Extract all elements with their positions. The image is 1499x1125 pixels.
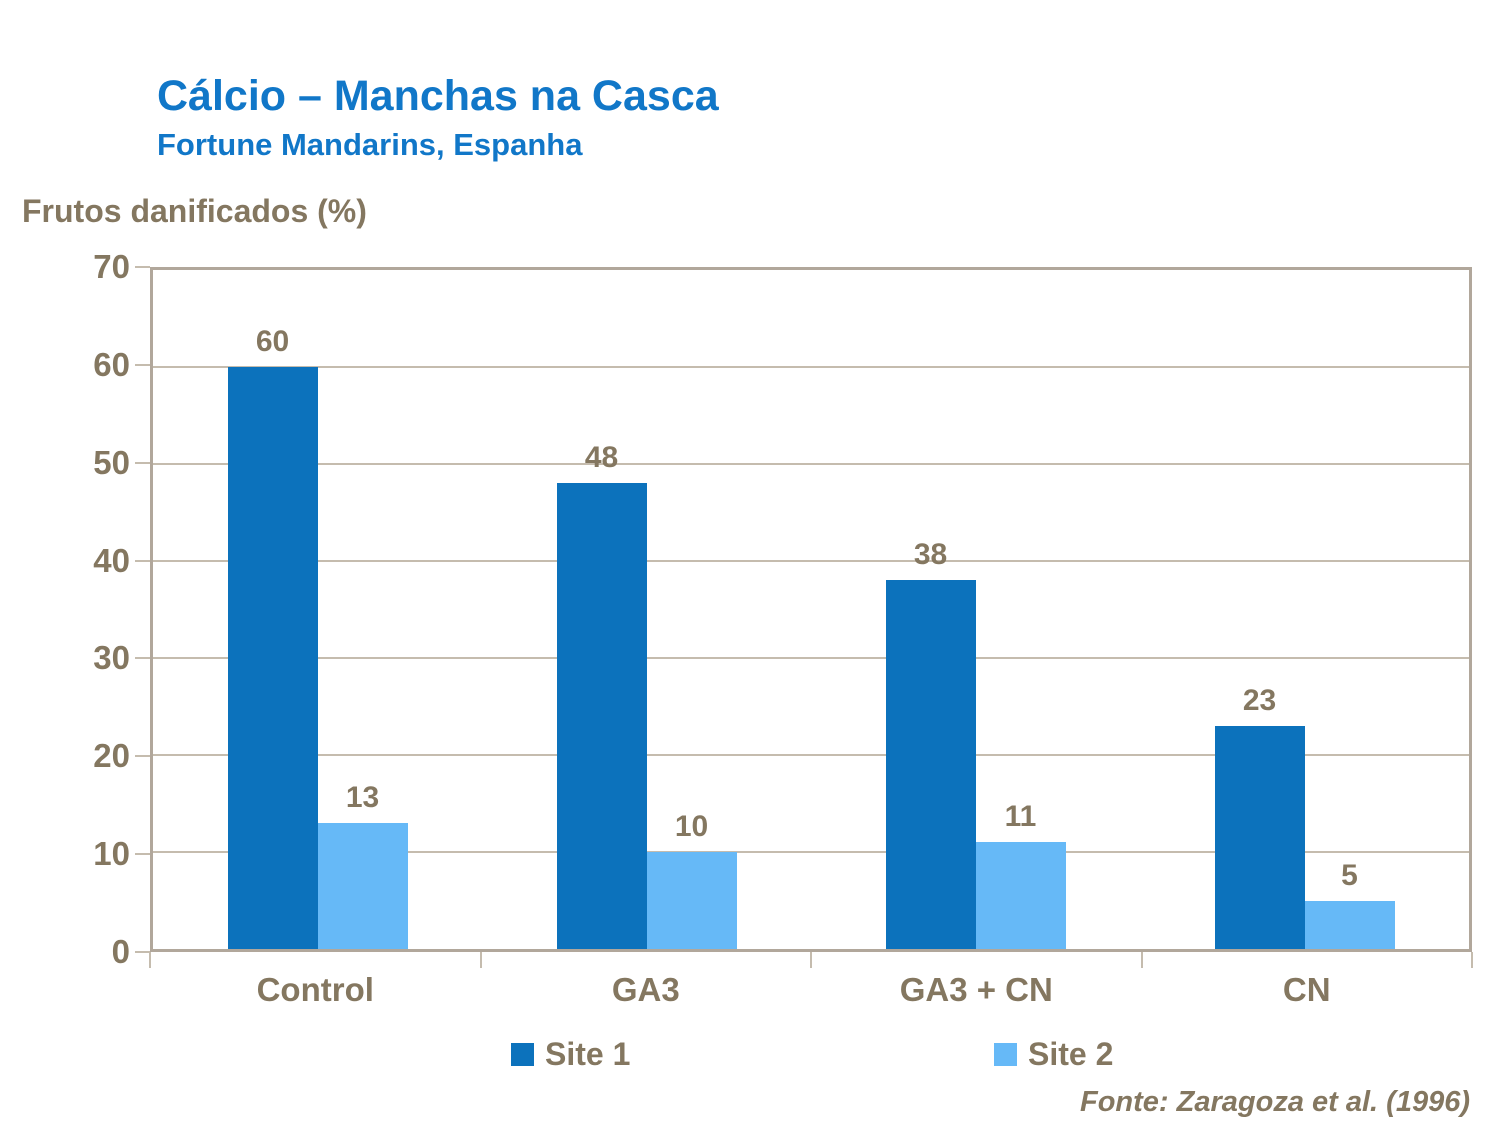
y-axis-tick-labels: 0 10 20 30 40 50 60 70	[20, 248, 130, 970]
y-axis-tick-marks	[135, 266, 150, 953]
y-axis-title: Frutos danificados (%)	[22, 193, 367, 229]
y-tick-label: 50	[93, 443, 130, 481]
x-axis-tick-marks	[149, 952, 1473, 968]
bar-site2	[646, 852, 737, 949]
y-tick-label: 70	[93, 248, 130, 285]
x-tick-mark	[1471, 952, 1473, 968]
x-category-label: CN	[1282, 971, 1331, 1008]
y-tick-label: 40	[93, 541, 130, 579]
category-group: 60 13	[153, 270, 482, 949]
y-tick-label: 0	[111, 933, 130, 970]
y-tick-mark	[135, 461, 150, 464]
source-citation: Fonte: Zaragoza et al. (1996)	[1080, 1086, 1470, 1118]
x-category-label: Control	[256, 971, 374, 1008]
site1-legend-label: Site 1	[545, 1036, 631, 1072]
y-tick-label: 60	[93, 345, 130, 383]
plot-area: 60 13 48 10 38 11 23 5	[150, 267, 1472, 952]
bar-site2	[317, 822, 408, 949]
bar-column: 5	[1304, 270, 1395, 949]
bar-groups: 60 13 48 10 38 11 23 5	[153, 270, 1469, 949]
x-axis-category-labels: Control GA3 GA3 + CN CN	[150, 971, 1472, 1009]
chart-subtitle: Fortune Mandarins, Espanha	[157, 127, 583, 162]
site2-legend-label: Site 2	[1028, 1036, 1114, 1072]
x-tick-mark	[149, 952, 151, 968]
category-group: 38 11	[811, 270, 1140, 949]
legend-item-site2: Site 2	[994, 1036, 1113, 1073]
bar-site1	[556, 483, 647, 949]
bar-value-label: 48	[584, 441, 619, 475]
y-tick-label: 10	[93, 835, 130, 873]
y-tick-label: 20	[93, 737, 130, 775]
y-tick-mark	[135, 559, 150, 562]
x-tick-mark	[479, 952, 482, 968]
bar-site2	[975, 842, 1066, 949]
bar-column: 48	[556, 270, 647, 949]
bar-column: 11	[975, 270, 1066, 949]
bar-column: 38	[885, 270, 976, 949]
x-category-label: GA3 + CN	[899, 971, 1053, 1008]
gridline	[153, 366, 1469, 368]
x-tick-mark	[1140, 952, 1143, 968]
y-tick-mark	[135, 363, 150, 366]
bar-value-label: 60	[255, 325, 290, 358]
gridline	[153, 560, 1469, 562]
bar-value-label: 38	[913, 538, 948, 572]
category-group: 23 5	[1140, 270, 1469, 949]
bar-value-label: 23	[1242, 683, 1277, 717]
bar-value-label: 13	[345, 780, 380, 814]
y-tick-label: 30	[93, 639, 130, 677]
y-tick-mark	[135, 755, 150, 758]
bar-value-label: 5	[1341, 858, 1358, 892]
bar-column: 23	[1214, 270, 1305, 949]
bar-column: 60	[227, 270, 318, 949]
y-tick-mark	[135, 853, 150, 856]
bar-site1	[885, 580, 976, 949]
plot-area-inner: 60 13 48 10 38 11 23 5	[153, 270, 1469, 949]
legend-item-site1: Site 1	[511, 1036, 630, 1073]
x-tick-mark	[810, 952, 812, 968]
gridline	[153, 754, 1469, 756]
gridline	[153, 851, 1469, 853]
chart-title: Cálcio – Manchas na Casca	[157, 72, 719, 120]
x-category-label: GA3	[611, 971, 680, 1008]
category-group: 48 10	[482, 270, 811, 949]
y-tick-mark	[135, 657, 150, 660]
bar-column: 10	[646, 270, 737, 949]
bar-column: 13	[317, 270, 408, 949]
bar-site2	[1304, 900, 1395, 949]
y-tick-mark	[135, 266, 150, 268]
bar-site1	[227, 367, 318, 949]
site2-legend-swatch	[994, 1043, 1017, 1066]
gridline	[153, 657, 1469, 659]
bar-value-label: 11	[1004, 800, 1037, 834]
site1-legend-swatch	[511, 1043, 534, 1066]
y-tick-mark	[135, 951, 150, 953]
bar-value-label: 10	[674, 810, 709, 844]
bar-site1	[1214, 725, 1305, 949]
gridline	[153, 463, 1469, 465]
